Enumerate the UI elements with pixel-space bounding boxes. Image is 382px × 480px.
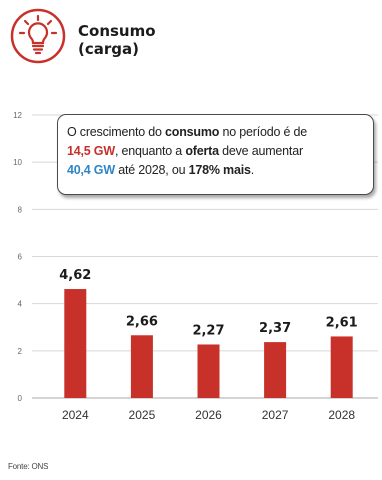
y-tick-label: 6	[18, 253, 23, 262]
x-tick-label-2028: 2028	[328, 408, 355, 422]
y-tick-label: 10	[13, 158, 22, 167]
chart-title: Consumo (carga)	[78, 22, 156, 58]
chart-header: Consumo (carga)	[10, 8, 350, 68]
callout-consumo: consumo	[165, 125, 220, 139]
callout-red-value: 14,5 GW	[67, 144, 115, 158]
callout-text-2: no período é de	[219, 125, 308, 139]
y-tick-label: 12	[13, 111, 22, 120]
title-line-1: Consumo	[78, 22, 156, 40]
source-note: Fonte: ONS	[8, 462, 49, 471]
data-label-2027: 2,37	[259, 321, 291, 336]
callout-blue-value: 40,4 GW	[67, 163, 115, 177]
bar-2026	[197, 344, 220, 398]
callout-text-4: deve aumentar	[218, 144, 303, 158]
data-label-2025: 2,66	[126, 314, 158, 329]
callout-text-3: , enquanto a	[114, 144, 186, 158]
y-tick-label: 2	[18, 347, 23, 356]
bar-2028	[330, 336, 353, 398]
callout-percent: 178% mais	[188, 163, 251, 177]
bar-2024	[64, 289, 87, 398]
x-tick-label-2027: 2027	[262, 408, 289, 422]
y-tick-label: 4	[18, 300, 23, 309]
x-tick-label-2025: 2025	[129, 408, 156, 422]
x-tick-label-2026: 2026	[195, 408, 222, 422]
title-line-2: (carga)	[78, 40, 139, 58]
callout-text-6: .	[250, 163, 255, 177]
y-tick-label: 8	[18, 205, 23, 214]
y-tick-label: 0	[18, 394, 23, 403]
annotation-callout: O crescimento do consumo no período é de…	[57, 114, 374, 195]
callout-text-1: O crescimento do	[67, 125, 166, 139]
x-tick-label-2024: 2024	[62, 408, 89, 422]
light-bulb-icon	[10, 8, 66, 64]
data-label-2024: 4,62	[59, 268, 91, 283]
data-label-2028: 2,61	[326, 315, 358, 330]
bar-2027	[264, 342, 287, 398]
bar-2025	[130, 335, 153, 398]
data-label-2026: 2,27	[192, 323, 224, 338]
callout-oferta: oferta	[185, 144, 219, 158]
callout-text-5: até 2028, ou	[114, 163, 189, 177]
